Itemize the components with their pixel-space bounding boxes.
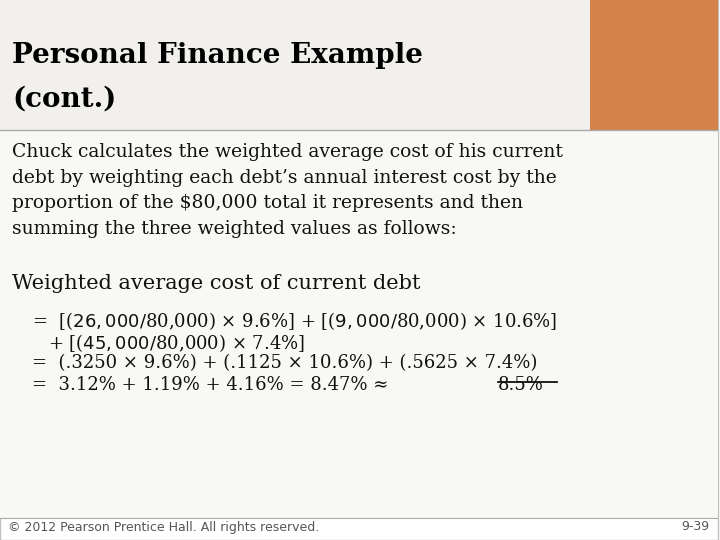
Text: Personal Finance Example: Personal Finance Example	[12, 42, 423, 69]
Text: Chuck calculates the weighted average cost of his current
debt by weighting each: Chuck calculates the weighted average co…	[12, 143, 563, 238]
Text: © 2012 Pearson Prentice Hall. All rights reserved.: © 2012 Pearson Prentice Hall. All rights…	[8, 521, 319, 534]
Text: =  (.3250 × 9.6%) + (.1125 × 10.6%) + (.5625 × 7.4%): = (.3250 × 9.6%) + (.1125 × 10.6%) + (.5…	[32, 354, 537, 372]
FancyBboxPatch shape	[0, 0, 590, 130]
Text: =  3.12% + 1.19% + 4.16% = 8.47% ≈: = 3.12% + 1.19% + 4.16% = 8.47% ≈	[32, 376, 394, 394]
Text: =  [($26,000/$80,000) × 9.6%] + [($9,000/$80,000) × 10.6%]: = [($26,000/$80,000) × 9.6%] + [($9,000/…	[32, 310, 557, 332]
Text: 9-39: 9-39	[682, 521, 710, 534]
Text: 8.5%: 8.5%	[498, 376, 544, 394]
FancyBboxPatch shape	[0, 0, 718, 130]
Text: (cont.): (cont.)	[12, 86, 116, 113]
Text: + [($45,000/$80,000) × 7.4%]: + [($45,000/$80,000) × 7.4%]	[48, 332, 305, 354]
Text: Weighted average cost of current debt: Weighted average cost of current debt	[12, 274, 420, 293]
FancyBboxPatch shape	[0, 130, 718, 518]
